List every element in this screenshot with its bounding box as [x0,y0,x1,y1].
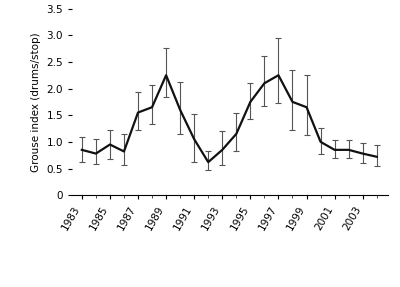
Y-axis label: Grouse index (drums/stop): Grouse index (drums/stop) [31,32,41,172]
